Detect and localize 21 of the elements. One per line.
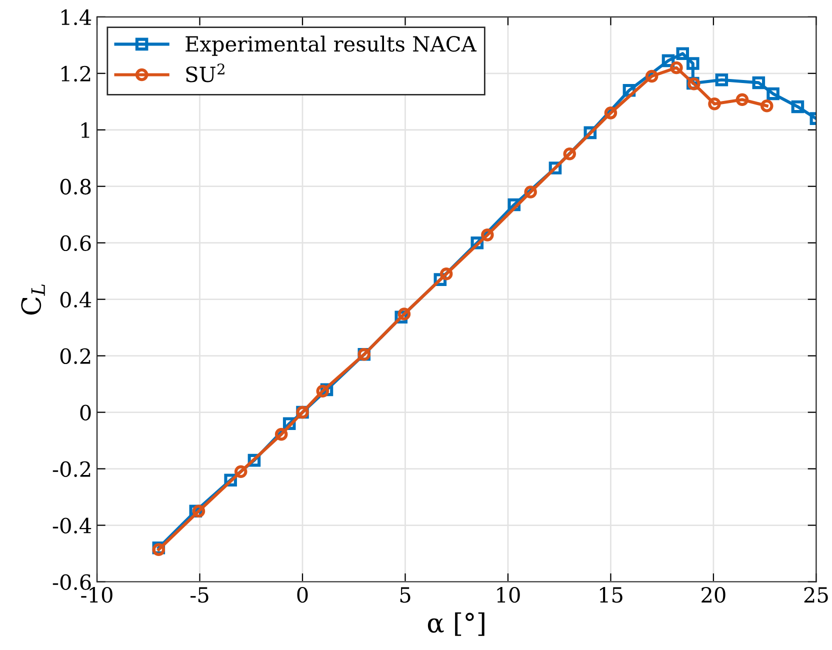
y-tick-label: 0.2	[60, 348, 90, 364]
x-tick-label: -5	[190, 587, 208, 603]
x-tick-label: 5	[400, 587, 410, 603]
y-tick-label: 0.4	[60, 292, 92, 308]
x-tick-label: 25	[804, 586, 828, 603]
x-axis-title: α [°]	[428, 612, 484, 636]
y-tick-label: -0.2	[52, 461, 90, 477]
x-tick-label: 0	[297, 586, 308, 603]
x-tick-label: 20	[702, 586, 726, 603]
legend-label: Experimental results NACA	[186, 36, 477, 56]
y-tick-label: 1.2	[62, 66, 90, 82]
y-tick-label: 1	[81, 122, 90, 138]
legend-label: SU$^{2}$	[186, 64, 224, 82]
x-tick-label: 15	[600, 586, 622, 603]
y-tick-label: 0	[80, 404, 91, 421]
y-tick-label: 1.4	[62, 9, 92, 26]
y-tick-label: 0.6	[60, 235, 91, 252]
y-axis-title: C$_{L}$	[21, 284, 45, 315]
y-tick-label: 0.8	[60, 178, 91, 195]
y-tick-label: -0.4	[52, 518, 92, 534]
x-tick-label: 10	[497, 586, 520, 603]
